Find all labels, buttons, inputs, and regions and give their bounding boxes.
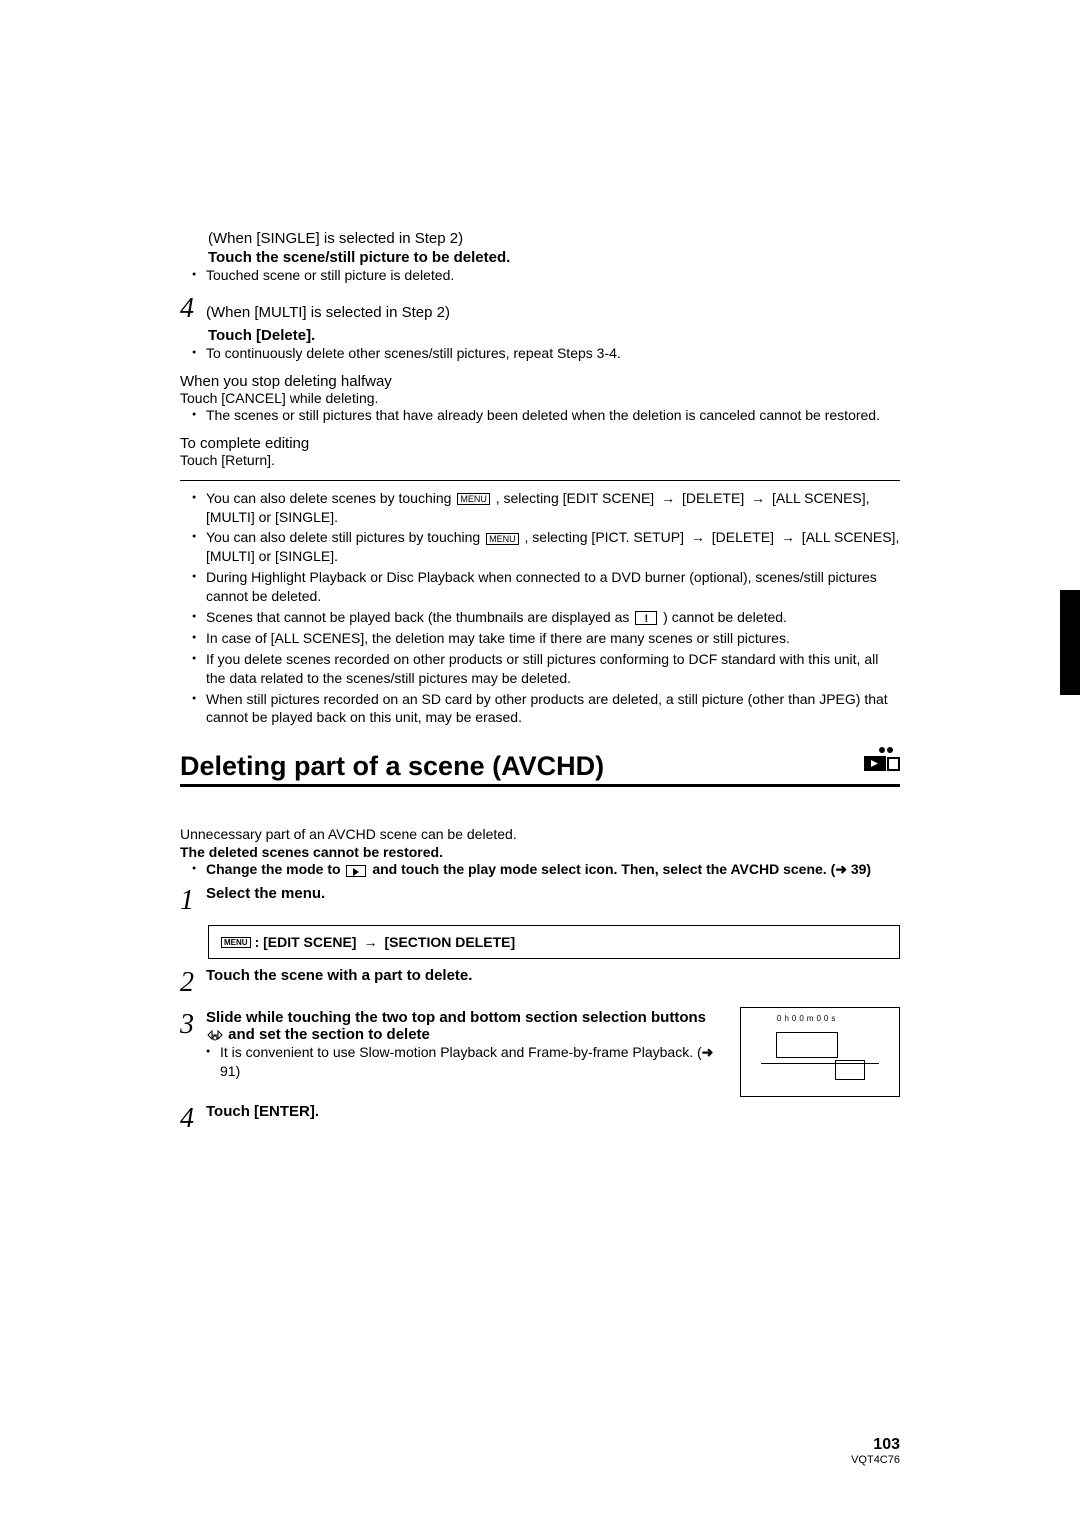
note-item: Scenes that cannot be played back (the t…	[192, 608, 900, 627]
note-text: [DELETE]	[708, 529, 778, 545]
arrow-icon: →	[363, 934, 377, 950]
preset-item: Change the mode to and touch the play mo…	[192, 860, 900, 879]
step4-intro: (When [MULTI] is selected in Step 2)	[206, 304, 450, 321]
step-number: 4	[180, 293, 198, 325]
note-text: , selecting [EDIT SCENE]	[492, 490, 658, 506]
halfway-bullets: The scenes or still pictures that have a…	[192, 406, 900, 425]
menu-path-text: : [EDIT SCENE]	[255, 934, 357, 950]
preset-text: 39)	[847, 861, 871, 877]
page-code: VQT4C76	[851, 1454, 900, 1466]
preset-text: Change the mode to	[206, 861, 344, 877]
step3-intro: (When [SINGLE] is selected in Step 2)	[208, 230, 900, 247]
menu-path-box: MENU : [EDIT SCENE] → [SECTION DELETE]	[208, 925, 900, 959]
note-text: ) cannot be deleted.	[659, 609, 787, 625]
arrow-icon: →	[781, 528, 795, 547]
ref-arrow-icon: ➜	[702, 1044, 714, 1060]
s3-label: Slide while touching the two top and bot…	[206, 1009, 728, 1043]
step-number: 2	[180, 967, 198, 999]
diagram-rect	[835, 1060, 865, 1080]
bullet-item: Touched scene or still picture is delete…	[192, 266, 900, 285]
step-number: 4	[180, 1103, 198, 1135]
arrow-icon: →	[661, 489, 675, 508]
note-item: During Highlight Playback or Disc Playba…	[192, 568, 900, 606]
menu-path-text: [SECTION DELETE]	[384, 934, 515, 950]
page-content: (When [SINGLE] is selected in Step 2) To…	[0, 0, 1080, 1195]
step4-bullets: To continuously delete other scenes/stil…	[192, 344, 900, 363]
s2-label: Touch the scene with a part to delete.	[206, 967, 900, 984]
exclamation-icon: !	[635, 611, 657, 625]
step3-bullets: Touched scene or still picture is delete…	[192, 266, 900, 285]
page-number: 103	[851, 1436, 900, 1454]
s3-row: 3 Slide while touching the two top and b…	[180, 1009, 728, 1083]
note-item: You can also delete scenes by touching M…	[192, 489, 900, 527]
ref-arrow-icon: ➜	[835, 861, 847, 877]
note-text: You can also delete scenes by touching	[206, 490, 455, 506]
step4-row: 4 (When [MULTI] is selected in Step 2)	[180, 293, 900, 325]
section-intro: Unnecessary part of an AVCHD scene can b…	[180, 825, 900, 844]
arrow-icon: →	[751, 489, 765, 508]
complete-heading: To complete editing	[180, 435, 900, 452]
page-footer: 103 VQT4C76	[851, 1436, 900, 1466]
note-item: You can also delete still pictures by to…	[192, 528, 900, 566]
note-item: In case of [ALL SCENES], the deletion ma…	[192, 629, 900, 648]
section-diagram: 0h00m00s	[740, 1007, 900, 1097]
bullet-item: It is convenient to use Slow-motion Play…	[206, 1043, 728, 1081]
note-text: Scenes that cannot be played back (the t…	[206, 609, 633, 625]
thick-rule	[180, 784, 900, 787]
notes-list: You can also delete scenes by touching M…	[192, 489, 900, 728]
s3-sub: It is convenient to use Slow-motion Play…	[206, 1043, 728, 1081]
halfway-heading: When you stop deleting halfway	[180, 373, 900, 390]
complete-text: Touch [Return].	[180, 452, 900, 468]
step-number: 1	[180, 885, 198, 917]
section-warning: The deleted scenes cannot be restored.	[180, 844, 900, 860]
touch-icon	[206, 1026, 224, 1042]
note-text: , selecting [PICT. SETUP]	[521, 529, 688, 545]
step4-instruction: Touch [Delete].	[208, 327, 900, 344]
preset-text: and touch the play mode select icon. The…	[368, 861, 835, 877]
playback-mode-icon	[864, 746, 900, 777]
play-icon	[346, 865, 366, 877]
diagram-timestamp: 0h00m00s	[777, 1014, 838, 1023]
step-number: 3	[180, 1009, 198, 1041]
arrow-icon: →	[691, 528, 705, 547]
bullet-item: To continuously delete other scenes/stil…	[192, 344, 900, 363]
s3-wrap: 3 Slide while touching the two top and b…	[180, 1003, 900, 1097]
halfway-text: Touch [CANCEL] while deleting.	[180, 390, 900, 406]
bullet-item: The scenes or still pictures that have a…	[192, 406, 900, 425]
s1-label: Select the menu.	[206, 885, 900, 902]
step3-instruction: Touch the scene/still picture to be dele…	[208, 249, 900, 266]
divider	[180, 480, 900, 481]
note-item: When still pictures recorded on an SD ca…	[192, 690, 900, 728]
s3-sub-text: 91)	[220, 1063, 240, 1079]
section-preset: Change the mode to and touch the play mo…	[192, 860, 900, 879]
diagram-rect	[776, 1032, 838, 1058]
note-text: You can also delete still pictures by to…	[206, 529, 484, 545]
s3-sub-text: It is convenient to use Slow-motion Play…	[220, 1044, 702, 1060]
s4-label: Touch [ENTER].	[206, 1103, 900, 1120]
s4-row: 4 Touch [ENTER].	[180, 1103, 900, 1135]
note-text: [DELETE]	[678, 490, 748, 506]
menu-icon: MENU	[457, 493, 490, 505]
menu-icon: MENU	[221, 937, 251, 948]
section-title: Deleting part of a scene (AVCHD)	[180, 751, 900, 782]
note-item: If you delete scenes recorded on other p…	[192, 650, 900, 688]
s1-row: 1 Select the menu.	[180, 885, 900, 917]
s3-text: Slide while touching the two top and bot…	[206, 1009, 706, 1026]
menu-icon: MENU	[486, 533, 519, 545]
s2-row: 2 Touch the scene with a part to delete.	[180, 967, 900, 999]
s3-text: and set the section to delete	[228, 1026, 430, 1043]
